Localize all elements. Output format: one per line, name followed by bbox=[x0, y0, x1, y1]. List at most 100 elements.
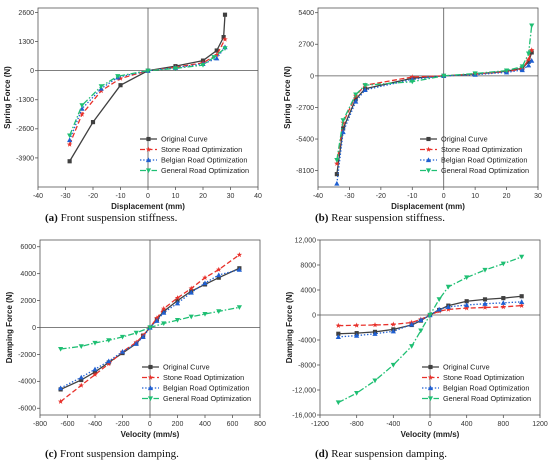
rear-stiffness-legend-point bbox=[425, 146, 432, 152]
rear-damping-point bbox=[482, 267, 488, 273]
rear-damping-y-tick-label: -16,000 bbox=[292, 412, 316, 419]
front-stiffness-x-tick-label: 30 bbox=[227, 193, 235, 200]
front-stiffness-point bbox=[200, 62, 206, 68]
front-stiffness-point bbox=[79, 111, 85, 117]
rear-damping-point bbox=[482, 297, 488, 302]
rear-stiffness-y-tick-label: 0 bbox=[310, 73, 314, 80]
rear-stiffness-point bbox=[340, 129, 346, 135]
rear-stiffness-point bbox=[529, 58, 535, 63]
rear-damping-point bbox=[418, 328, 424, 334]
front-damping-y-tick-label: 2000 bbox=[20, 298, 36, 305]
rear-damping-point bbox=[335, 400, 341, 406]
front-stiffness-caption-label: (a) bbox=[45, 212, 58, 224]
rear-stiffness-y-tick-label: 2700 bbox=[298, 42, 314, 49]
front-stiffness-point bbox=[172, 66, 179, 72]
front-damping-point bbox=[216, 275, 221, 280]
rear-damping-x-tick-label: -1200 bbox=[311, 421, 329, 428]
front-damping-point bbox=[154, 315, 160, 321]
rear-stiffness-legend-label: Original Curve bbox=[441, 135, 488, 144]
rear-stiffness-y-tick-label: 5400 bbox=[298, 10, 314, 17]
rear-stiffness-legend-label: Belgian Road Optimization bbox=[441, 156, 527, 165]
front-stiffness-series-1 bbox=[66, 36, 228, 147]
front-damping-x-tick-label: -200 bbox=[115, 421, 129, 428]
rear-damping-y-tick-label: -12,000 bbox=[292, 387, 316, 394]
front-stiffness-chart: -40 -30 -20 -10 0 10 20 30 40 -3900 -2600 -1300 0 130… bbox=[3, 7, 262, 224]
front-stiffness-point bbox=[222, 12, 228, 17]
rear-stiffness-point bbox=[526, 59, 531, 64]
rear-damping-x-axis-title: Velocity (mm/s) bbox=[401, 430, 460, 439]
front-damping-x-tick-label: -400 bbox=[88, 421, 102, 428]
rear-damping-x-tick-label: 400 bbox=[461, 421, 473, 428]
rear-stiffness-y-tick-label: -8100 bbox=[296, 168, 314, 175]
rear-stiffness-point bbox=[362, 87, 368, 92]
rear-stiffness-x-tick-label: -10 bbox=[407, 193, 417, 200]
rear-stiffness-point bbox=[529, 23, 535, 29]
rear-stiffness-point bbox=[528, 47, 535, 53]
rear-damping-point bbox=[445, 306, 452, 312]
rear-stiffness-y-tick-label: -5400 bbox=[296, 136, 314, 143]
rear-damping-x-tick-label: 0 bbox=[428, 421, 432, 428]
rear-damping-point bbox=[445, 284, 451, 290]
rear-stiffness-point bbox=[362, 83, 368, 88]
front-damping-point bbox=[58, 385, 64, 391]
front-damping-x-tick-label: 200 bbox=[172, 421, 184, 428]
front-damping-point bbox=[79, 377, 84, 383]
rear-stiffness-point bbox=[341, 126, 346, 131]
front-damping-x-tick-label: 800 bbox=[254, 421, 266, 428]
front-damping-y-tick-label: -4000 bbox=[18, 379, 36, 386]
front-damping-point bbox=[216, 272, 222, 278]
rear-stiffness-y-axis-title: Spring Force (N) bbox=[283, 66, 292, 129]
front-damping-point bbox=[106, 360, 112, 367]
rear-stiffness-x-tick-label: 20 bbox=[503, 193, 511, 200]
front-damping-y-axis-title: Damping Force (N) bbox=[5, 291, 14, 363]
front-stiffness-point bbox=[98, 84, 104, 89]
front-damping-point bbox=[154, 318, 160, 323]
front-stiffness-legend-point bbox=[146, 136, 151, 142]
rear-damping-point bbox=[335, 322, 342, 328]
rear-stiffness-point bbox=[334, 158, 340, 163]
front-damping-series-3 bbox=[58, 305, 242, 352]
rear-damping-chart: -1200 -800 -400 0 400 800 1200-16,000-12,000-8… bbox=[285, 237, 548, 460]
front-damping-point bbox=[175, 298, 180, 303]
rear-stiffness-x-tick-label: 10 bbox=[471, 193, 479, 200]
front-damping-point bbox=[216, 266, 222, 272]
front-stiffness-x-tick-label: 0 bbox=[146, 193, 150, 200]
front-stiffness-point bbox=[214, 55, 220, 61]
front-damping-point bbox=[133, 341, 139, 346]
rear-damping-x-tick-label: 800 bbox=[497, 421, 509, 428]
front-damping-point bbox=[236, 267, 242, 272]
rear-damping-point bbox=[353, 322, 360, 328]
front-stiffness-x-tick-label: -10 bbox=[115, 193, 125, 200]
front-damping-legend-label: Original Curve bbox=[163, 363, 210, 372]
front-damping-legend-point bbox=[148, 364, 153, 370]
rear-damping-point bbox=[482, 301, 488, 306]
front-stiffness-x-tick-label: -30 bbox=[60, 193, 70, 200]
front-damping-x-tick-label: 0 bbox=[148, 421, 152, 428]
front-stiffness-x-tick-label: -40 bbox=[33, 193, 43, 200]
front-damping-point bbox=[106, 338, 112, 343]
rear-stiffness-legend-label: General Road Optimization bbox=[441, 166, 529, 175]
front-stiffness-legend-point bbox=[145, 146, 152, 152]
front-damping-point bbox=[236, 305, 242, 310]
rear-stiffness-x-tick-label: -20 bbox=[376, 193, 386, 200]
rear-stiffness-x-tick-label: -30 bbox=[344, 193, 354, 200]
rear-damping-series-3 bbox=[335, 254, 525, 406]
front-damping-legend-point bbox=[147, 385, 154, 391]
rear-stiffness-x-tick-label: 0 bbox=[442, 193, 446, 200]
rear-damping-point bbox=[354, 333, 360, 338]
front-damping-point bbox=[188, 289, 194, 295]
rear-stiffness-caption-text: Rear suspension stiffness. bbox=[328, 212, 445, 224]
rear-damping-caption: (d) Rear suspension damping. bbox=[315, 448, 447, 460]
rear-stiffness-series-line bbox=[336, 49, 533, 164]
rear-damping-point bbox=[482, 304, 488, 310]
rear-damping-y-tick-label: -8000 bbox=[298, 362, 316, 369]
front-stiffness-legend-label: Original Curve bbox=[161, 135, 208, 144]
front-stiffness-point bbox=[67, 159, 72, 164]
front-stiffness-series-line bbox=[69, 39, 226, 145]
front-stiffness-legend-label: Stone Road Optimization bbox=[161, 145, 242, 154]
front-stiffness-caption: (a) Front suspension stiffness. bbox=[45, 212, 178, 224]
front-damping-x-axis-title: Velocity (mm/s) bbox=[121, 430, 180, 439]
rear-damping-legend-label: Original Curve bbox=[443, 363, 490, 372]
